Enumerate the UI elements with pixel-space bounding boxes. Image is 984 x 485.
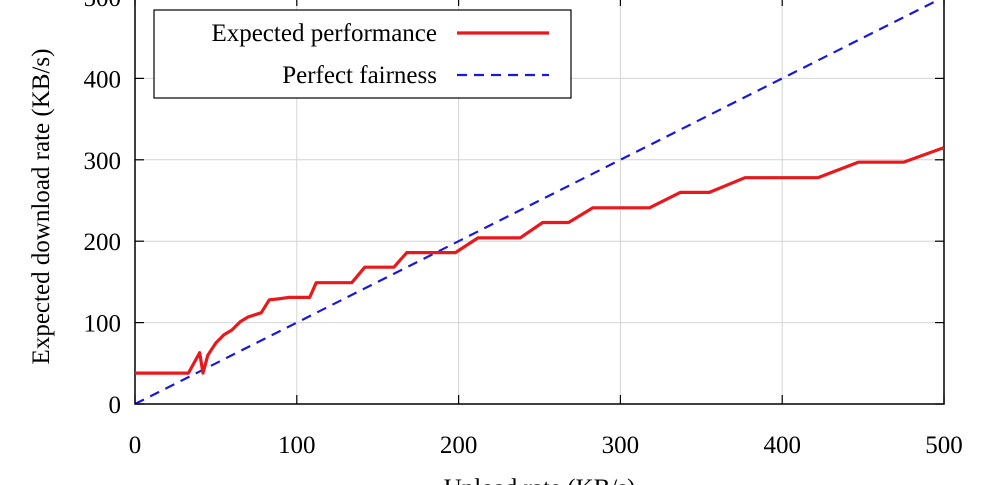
x-tick-label: 0 <box>129 432 142 459</box>
x-tick-label: 400 <box>763 432 801 459</box>
y-tick-label: 100 <box>84 311 122 338</box>
legend-label-expected-performance: Expected performance <box>211 20 437 47</box>
y-tick-label: 300 <box>84 148 122 175</box>
x-axis-label: Upload rate (KB/s) <box>444 475 636 485</box>
y-tick-label: 400 <box>84 66 122 93</box>
series-line-expected-performance <box>135 146 944 375</box>
legend-label-perfect-fairness: Perfect fairness <box>282 62 437 89</box>
x-axis-ticks: 0 100 200 300 400 500 <box>129 0 963 459</box>
y-tick-label: 0 <box>109 392 122 419</box>
x-tick-label: 300 <box>602 432 640 459</box>
y-axis-ticks: 0 100 200 300 400 500 <box>84 0 944 419</box>
y-tick-label: 200 <box>84 229 122 256</box>
x-tick-label: 200 <box>440 432 478 459</box>
x-tick-label: 500 <box>925 432 963 459</box>
legend-box <box>153 9 572 99</box>
series-line-perfect-fairness <box>135 0 941 404</box>
y-tick-label: 500 <box>84 0 122 12</box>
plot-frame <box>134 0 945 405</box>
legend: Expected performance Perfect fairness <box>153 9 572 99</box>
x-tick-label: 100 <box>278 432 316 459</box>
y-axis-label: Expected download rate (KB/s) <box>28 49 55 365</box>
series-layer <box>135 0 944 404</box>
